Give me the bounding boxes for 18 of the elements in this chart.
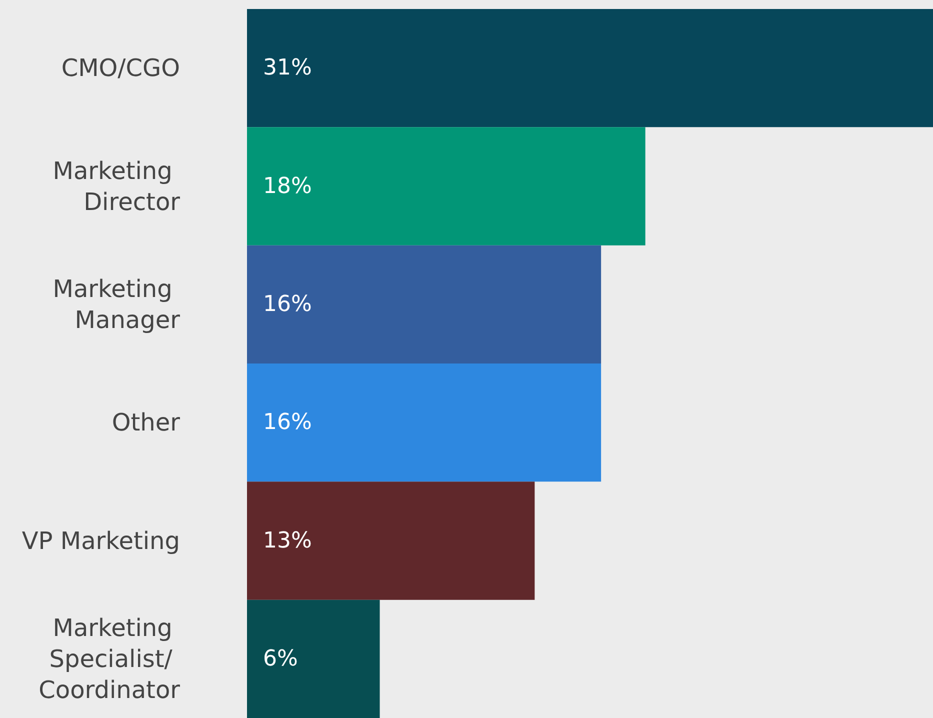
data-label: 6% bbox=[263, 646, 298, 672]
data-label: 13% bbox=[263, 528, 312, 554]
data-label: 18% bbox=[263, 174, 312, 199]
y-tick-label: VP Marketing bbox=[22, 526, 180, 555]
y-tick-label: Marketing Director bbox=[52, 156, 180, 216]
data-label: 16% bbox=[263, 292, 312, 317]
bar bbox=[247, 245, 602, 364]
y-tick-label: Marketing Specialist/ Coordinator bbox=[38, 614, 180, 704]
bar bbox=[247, 600, 380, 718]
y-tick-label: CMO/CGO bbox=[61, 54, 180, 82]
bar bbox=[247, 9, 933, 128]
bar bbox=[247, 482, 535, 600]
data-label: 16% bbox=[263, 410, 312, 436]
y-tick-label: Marketing Manager bbox=[52, 274, 180, 334]
y-tick-label: Other bbox=[112, 408, 180, 437]
bar bbox=[247, 127, 646, 246]
bar bbox=[247, 364, 602, 482]
data-label: 31% bbox=[263, 56, 312, 81]
